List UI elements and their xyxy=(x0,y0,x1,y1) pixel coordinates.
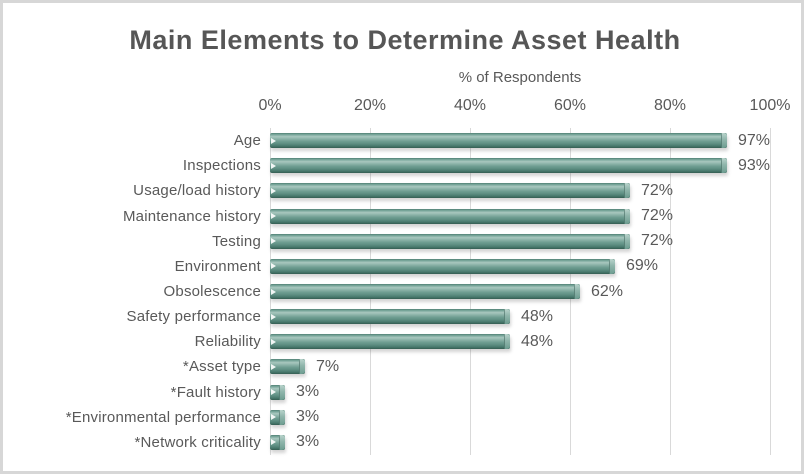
x-tick-label: 40% xyxy=(453,97,487,114)
category-label: *Environmental performance xyxy=(65,408,261,426)
bar-row: 72% xyxy=(270,229,770,254)
bar-row: 93% xyxy=(270,153,770,178)
x-tick-label: 0% xyxy=(258,97,282,114)
value-label: 3% xyxy=(296,433,320,451)
x-axis-title: % of Respondents xyxy=(458,69,582,86)
category-label: Safety performance xyxy=(126,308,261,326)
category-axis: Age Inspections Usage/load history Maintena… xyxy=(3,128,261,455)
bar-row: 69% xyxy=(270,254,770,279)
category-label: Age xyxy=(233,132,261,150)
bar-row: 3% xyxy=(270,430,770,455)
value-label: 62% xyxy=(591,282,624,300)
bar-row: 72% xyxy=(270,178,770,203)
gridline xyxy=(769,128,771,455)
chart-title: Main Elements to Determine Asset Health xyxy=(129,25,681,55)
value-label: 48% xyxy=(521,332,554,350)
x-tick-label: 20% xyxy=(353,97,387,114)
value-label: 7% xyxy=(316,357,340,375)
gridline xyxy=(669,128,671,455)
bar xyxy=(270,233,630,249)
bar xyxy=(270,133,727,149)
bar-row: 48% xyxy=(270,329,770,354)
bar xyxy=(270,183,630,199)
bar xyxy=(270,409,285,425)
category-label: Testing xyxy=(212,232,261,250)
value-label: 97% xyxy=(737,131,770,149)
bar-row: 3% xyxy=(270,405,770,430)
bar xyxy=(270,309,510,325)
bar-row: 48% xyxy=(270,304,770,329)
x-tick-label: 60% xyxy=(553,97,587,114)
bar xyxy=(270,334,510,350)
category-label: *Asset type xyxy=(182,358,261,376)
category-label: Reliability xyxy=(194,333,261,351)
value-label: 3% xyxy=(296,383,320,401)
bar-row: 7% xyxy=(270,354,770,379)
value-label: 93% xyxy=(737,156,770,174)
value-label: 72% xyxy=(641,181,674,199)
bar-row: 3% xyxy=(270,380,770,405)
category-label: *Fault history xyxy=(170,383,261,401)
bar xyxy=(270,359,305,375)
x-axis-tick-row: 0% 20% 40% 60% 80% 100% xyxy=(258,97,790,117)
bar-row: 62% xyxy=(270,279,770,304)
value-label: 48% xyxy=(521,307,554,325)
bar xyxy=(270,158,727,174)
bar-series: 97% 93% 72% 72% 72% 69% 62% 48% 48% 7% 3% 3% 3% xyxy=(270,128,770,455)
category-label: Obsolescence xyxy=(163,283,261,301)
bar xyxy=(270,258,615,274)
x-tick-label: 100% xyxy=(749,97,791,114)
bar xyxy=(270,284,580,300)
category-label: Usage/load history xyxy=(133,182,261,200)
category-label: Environment xyxy=(174,257,261,275)
plot-area: 97% 93% 72% 72% 72% 69% 62% 48% 48% 7% 3% 3% 3% xyxy=(269,128,771,455)
value-label: 3% xyxy=(296,408,320,426)
value-label: 72% xyxy=(641,232,674,250)
bar xyxy=(270,384,285,400)
bar-row: 72% xyxy=(270,203,770,228)
category-label: *Network criticality xyxy=(134,433,261,451)
bar-row: 97% xyxy=(270,128,770,153)
value-label: 72% xyxy=(641,207,674,225)
bar xyxy=(270,208,630,224)
value-label: 69% xyxy=(626,257,659,275)
category-label: Inspections xyxy=(182,157,261,175)
category-label: Maintenance history xyxy=(122,207,261,225)
x-tick-label: 80% xyxy=(653,97,687,114)
bar xyxy=(270,434,285,450)
